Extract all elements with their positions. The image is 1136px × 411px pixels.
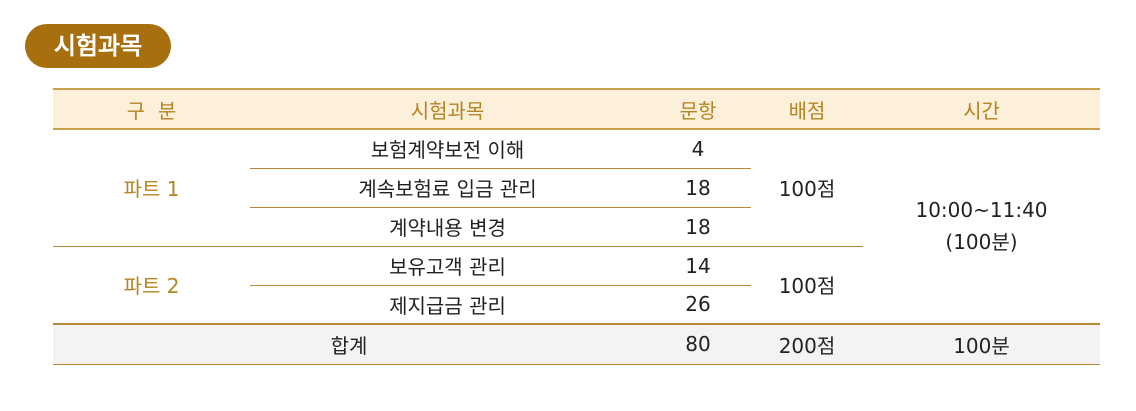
subject-cell: 계속보험료 입금 관리: [250, 168, 645, 208]
header-questions: 문항: [645, 88, 751, 130]
questions-cell: 18: [645, 207, 751, 247]
table-row: 파트 2 보유고객 관리 14 100점: [53, 246, 1100, 298]
part-1-label: 파트 1: [53, 129, 250, 247]
table-row: 계속보험료 입금 관리 18: [53, 168, 1100, 208]
total-points: 200점: [751, 323, 863, 365]
table-row: 제지급금 관리 26: [53, 285, 1100, 324]
part-2-label: 파트 2: [123, 274, 180, 299]
total-label: 합계: [53, 323, 645, 365]
header-subject: 시험과목: [250, 88, 645, 130]
total-questions: 80: [645, 323, 751, 365]
part-1-points: 100점: [751, 129, 863, 247]
exam-time-range: 10:00~11:40: [915, 198, 1048, 222]
questions-cell: 26: [685, 292, 711, 317]
table-row: 파트 1 보험계약보전 이해 4 100점 10:00~11:40 (100분): [53, 129, 1100, 254]
questions-cell: 14: [645, 246, 751, 286]
total-time: 100분: [863, 323, 1100, 365]
header-points: 배점: [751, 88, 863, 130]
questions-cell: 18: [645, 168, 751, 208]
exam-subjects-table: 구 분 시험과목 문항 배점 시간 파트 1 보험계약보전 이해 4 100점 …: [53, 88, 1100, 365]
total-row: 합계 80 200점 100분: [53, 323, 1100, 365]
subject-cell: 계약내용 변경: [250, 207, 645, 247]
subject-cell: 보험계약보전 이해: [250, 129, 645, 169]
subject-cell: 보유고객 관리: [250, 246, 645, 286]
exam-time-cell: 10:00~11:40 (100분): [863, 129, 1100, 324]
questions-cell: 4: [645, 129, 751, 169]
part-2-points: 100점: [778, 274, 836, 299]
table-header-row: 구 분 시험과목 문항 배점 시간: [53, 88, 1100, 130]
header-time: 시간: [863, 88, 1100, 130]
header-category: 구 분: [53, 88, 250, 130]
table-row: 계약내용 변경 18: [53, 207, 1100, 247]
exam-time-duration: (100분): [945, 230, 1018, 254]
section-title-badge: 시험과목: [25, 24, 171, 68]
subject-cell: 제지급금 관리: [389, 293, 506, 318]
